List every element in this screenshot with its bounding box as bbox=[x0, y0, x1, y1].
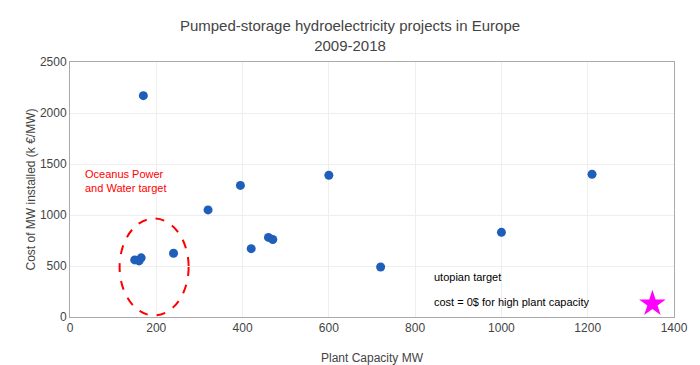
svg-text:1200: 1200 bbox=[574, 321, 601, 335]
svg-text:400: 400 bbox=[233, 321, 253, 335]
svg-text:0: 0 bbox=[67, 321, 74, 335]
svg-text:Plant Capacity MW: Plant Capacity MW bbox=[321, 351, 424, 365]
svg-text:600: 600 bbox=[319, 321, 339, 335]
svg-text:500: 500 bbox=[47, 259, 67, 273]
svg-text:Pumped-storage hydroelectricit: Pumped-storage hydroelectricity projects… bbox=[180, 17, 520, 54]
svg-text:800: 800 bbox=[405, 321, 425, 335]
svg-text:1000: 1000 bbox=[40, 208, 67, 222]
svg-text:Oceanus Powerand Water target: Oceanus Powerand Water target bbox=[85, 168, 167, 194]
svg-text:utopian target: utopian target bbox=[434, 271, 501, 283]
svg-text:200: 200 bbox=[146, 321, 166, 335]
svg-text:cost = 0$ for high plant capac: cost = 0$ for high plant capacity bbox=[434, 296, 590, 308]
svg-text:2000: 2000 bbox=[40, 106, 67, 120]
svg-text:1000: 1000 bbox=[488, 321, 515, 335]
svg-text:Cost of MW installed (k €/MW): Cost of MW installed (k €/MW) bbox=[24, 108, 38, 270]
svg-text:0: 0 bbox=[60, 310, 67, 324]
svg-text:1500: 1500 bbox=[40, 157, 67, 171]
svg-text:2500: 2500 bbox=[40, 55, 67, 69]
svg-text:1400: 1400 bbox=[661, 321, 688, 335]
